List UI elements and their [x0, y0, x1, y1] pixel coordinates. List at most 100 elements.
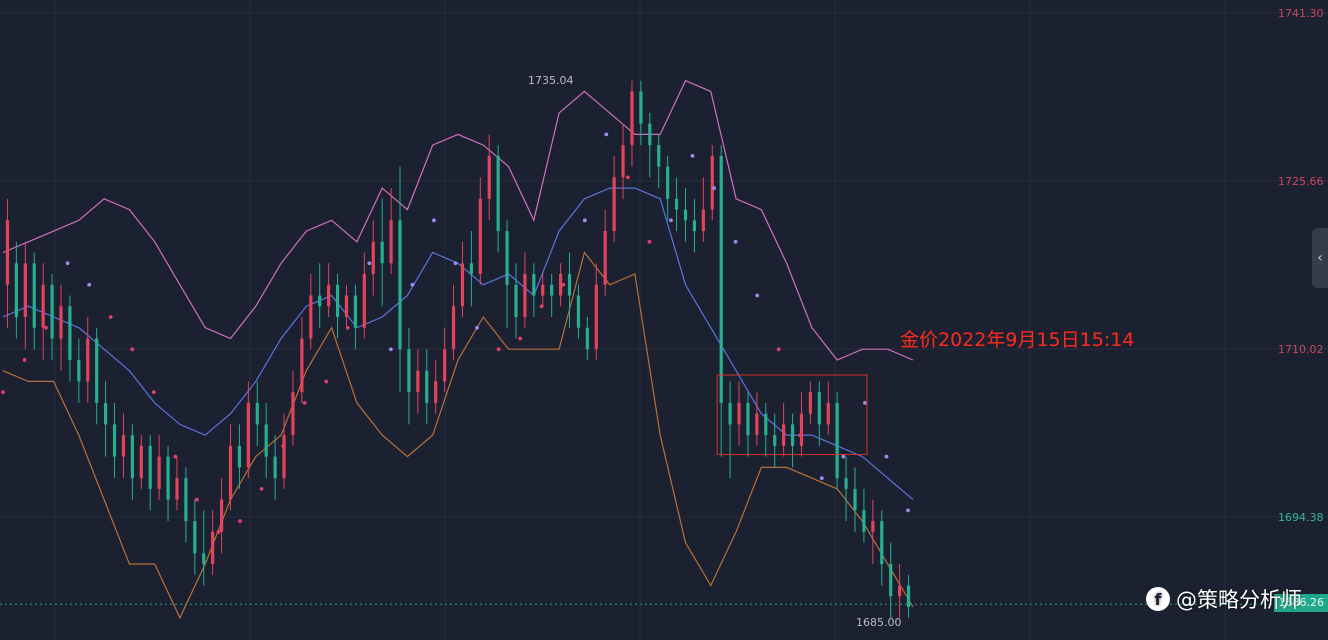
candle-body [460, 263, 465, 307]
candle-body [157, 456, 161, 489]
chart-annotation: 金价2022年9月15日15:14 [900, 329, 1134, 351]
platform-logo-icon: f [1146, 587, 1170, 611]
candle-body [567, 274, 572, 296]
candle-body [844, 478, 848, 489]
candle-body [59, 306, 63, 339]
sar-dot [324, 379, 329, 384]
sar-dot [173, 454, 178, 459]
sar-dot [776, 347, 781, 352]
candle-body [799, 413, 804, 446]
candle-body [148, 445, 152, 489]
candle-body [416, 370, 420, 393]
candle-body [246, 402, 250, 468]
author-watermark: f @策略分析师 [1146, 584, 1302, 614]
sar-dot [432, 218, 436, 223]
candle-body [737, 402, 741, 425]
candle-body [68, 306, 72, 360]
candle-body [692, 220, 697, 232]
candle-body [407, 349, 411, 393]
candle-body [862, 510, 866, 532]
sar-dot [195, 497, 199, 502]
bollinger-bands [2, 79, 914, 620]
candle-body [648, 123, 652, 146]
candle-body [300, 338, 304, 393]
price-axis: 1741.30 1725.66 1710.02 1694.38 [1278, 7, 1324, 524]
candle-body [23, 263, 27, 317]
candle-body [121, 435, 126, 457]
sar-dot [518, 336, 523, 341]
candle-body [166, 456, 170, 500]
bollinger-middle-line [2, 187, 914, 501]
candle-body [139, 445, 143, 479]
candle-body [202, 553, 206, 565]
annotation-box [716, 374, 868, 455]
candle-body [344, 295, 349, 317]
y-tick-label: 1741.30 [1278, 7, 1324, 20]
y-tick-label: 1725.66 [1278, 175, 1324, 188]
candle-body [487, 155, 491, 199]
candle-body [228, 445, 233, 500]
candle-body [532, 274, 536, 296]
sar-dot [539, 304, 544, 309]
sar-dot [151, 390, 156, 395]
candle-body [666, 166, 670, 199]
sar-dot [669, 218, 673, 223]
sar-dot [345, 325, 350, 330]
candle-body [790, 424, 795, 446]
candle-body [594, 284, 598, 350]
candle-body [41, 284, 45, 328]
candle-body [871, 521, 875, 532]
candle-body [496, 155, 500, 232]
candle-body [86, 338, 90, 382]
sar-dot [453, 261, 458, 266]
candle-body [505, 231, 509, 285]
candle-body [103, 402, 108, 425]
sar-dot [647, 239, 652, 244]
candle-body [425, 370, 429, 403]
candle-body [550, 284, 554, 296]
candle-body [880, 521, 884, 565]
candle-body [755, 413, 759, 436]
sar-dot [712, 186, 716, 190]
low-price-label: 1685.00 [856, 616, 902, 629]
candle-body [211, 531, 215, 565]
bollinger-upper-line [2, 79, 914, 361]
candle-body [808, 392, 813, 414]
bollinger-lower-line [2, 251, 914, 620]
candle-body [710, 155, 714, 210]
candle-body [674, 198, 679, 210]
candle-body [14, 263, 18, 317]
candle-body [282, 435, 286, 479]
candle-body [576, 295, 581, 328]
candle-body [889, 564, 893, 597]
candle-body [193, 521, 197, 554]
candle-body [112, 424, 117, 457]
parabolic-sar-dots [1, 132, 910, 534]
candle-body [773, 435, 777, 446]
candle-body [469, 263, 473, 275]
candlestick-series [5, 80, 911, 618]
candle-body [826, 402, 830, 425]
candle-body [701, 209, 705, 232]
sar-dot [302, 401, 307, 405]
candle-body [371, 241, 375, 275]
collapse-panel-button[interactable]: ‹ [1312, 228, 1328, 288]
sar-dot [582, 218, 587, 223]
candle-body [32, 263, 36, 328]
candle-body [398, 220, 402, 350]
candle-body [95, 338, 99, 403]
candle-body [291, 392, 295, 436]
candle-body [657, 145, 661, 167]
candle-body [264, 424, 268, 457]
candle-body [362, 274, 366, 328]
candle-body [612, 177, 616, 232]
sar-dot [690, 153, 695, 158]
sar-dot [819, 476, 824, 481]
sar-dot [238, 519, 242, 523]
candle-body [835, 402, 839, 479]
candle-body [50, 284, 54, 339]
candle-body [853, 488, 857, 511]
candle-body [434, 381, 438, 403]
